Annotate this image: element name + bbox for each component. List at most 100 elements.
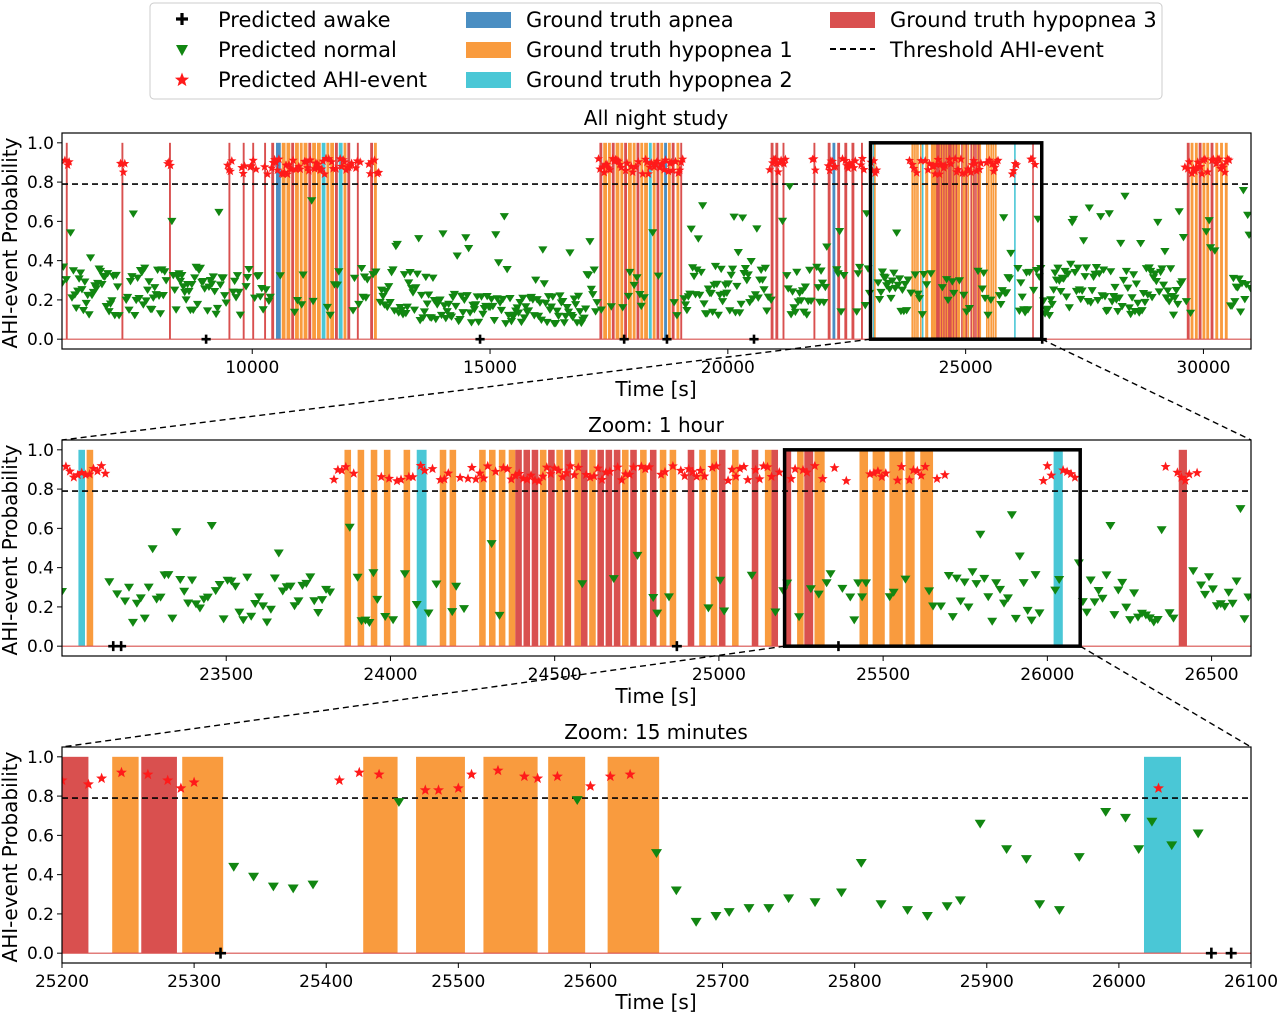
predicted-normal-point	[348, 307, 358, 315]
predicted-normal-point	[104, 308, 114, 316]
event-span-hyp3	[271, 142, 275, 340]
predicted-ahi-point	[909, 163, 919, 173]
predicted-normal-point	[533, 312, 544, 321]
predicted-normal-point	[293, 597, 304, 606]
predicted-normal-point	[735, 309, 745, 317]
predicted-normal-point	[230, 582, 241, 591]
predicted-normal-point	[796, 297, 806, 305]
zoom-connector-left	[61, 338, 871, 441]
hyp1-swatch	[466, 42, 511, 58]
predicted-normal-point	[478, 310, 488, 319]
predicted-normal-point	[1128, 271, 1139, 279]
predicted-ahi-point	[974, 164, 984, 174]
event-span-hyp3	[937, 142, 939, 340]
predicted-ahi-point	[750, 464, 761, 475]
predicted-normal-point	[349, 274, 360, 283]
event-span-hyp1	[1224, 142, 1228, 340]
predicted-normal-point	[943, 296, 953, 305]
predicted-normal-point	[357, 264, 367, 273]
predicted-normal-point	[790, 308, 800, 317]
predicted-normal-point	[1233, 284, 1243, 292]
predicted-normal-point	[104, 578, 115, 587]
y-tick-label: 0.0	[27, 944, 54, 964]
predicted-normal-point	[435, 296, 445, 304]
predicted-ahi-point	[727, 464, 737, 474]
predicted-normal-point	[928, 602, 939, 611]
predicted-normal-point	[1081, 608, 1092, 617]
event-span-hyp1	[913, 142, 915, 340]
predicted-ahi-point	[946, 159, 956, 168]
predicted-normal-point	[1164, 298, 1174, 306]
predicted-ahi-point	[565, 460, 576, 471]
event-span-hyp3	[611, 142, 615, 340]
event-span-hyp3	[978, 142, 980, 340]
predicted-ahi-point	[120, 158, 130, 168]
predicted-normal-point	[703, 285, 713, 293]
predicted-normal-point	[693, 235, 703, 243]
predicted-normal-point	[1240, 295, 1250, 304]
y-tick-label: 0.2	[27, 905, 54, 925]
predicted-normal-point	[368, 569, 379, 578]
event-span-hyp3	[771, 449, 779, 647]
predicted-ahi-point	[338, 155, 348, 164]
predicted-ahi-point	[699, 471, 710, 481]
predicted-normal-point	[261, 618, 272, 627]
predicted-normal-point	[1131, 280, 1141, 288]
predicted-normal-point	[1151, 277, 1161, 286]
predicted-ahi-point	[845, 158, 855, 168]
predicted-normal-point	[917, 311, 927, 319]
legend-item-threshold: Threshold AHI-event	[830, 38, 1104, 62]
predicted-normal-point	[238, 616, 249, 625]
predicted-ahi-point	[506, 474, 517, 484]
tick-labels: 25200 25300 25400 25500 25600 25700 25800 25900…	[27, 748, 1278, 992]
predicted-normal-point	[1100, 807, 1112, 817]
x-tick-label: 25700	[696, 972, 750, 992]
predicted-normal-point	[832, 266, 842, 274]
predicted-normal-point	[195, 264, 205, 273]
predicted-ahi-point	[118, 167, 128, 177]
predicted-normal-point	[729, 213, 739, 221]
predicted-normal-point	[1241, 281, 1251, 289]
event-span-hyp2	[872, 142, 875, 340]
predicted-normal-point	[127, 618, 138, 627]
predicted-normal-point	[494, 611, 505, 620]
predicted-ahi-point	[502, 463, 513, 474]
event-span-hyp3	[945, 142, 948, 340]
predicted-normal-point	[894, 275, 905, 283]
predicted-ahi-point	[595, 164, 605, 173]
predicted-normal-point	[1204, 217, 1214, 225]
predicted-normal-point	[568, 313, 578, 322]
predicted-normal-point	[883, 279, 893, 288]
event-span-hyp3	[347, 142, 351, 340]
predicted-normal-point	[743, 904, 755, 913]
predicted-ahi-point	[1184, 469, 1195, 479]
predicted-normal-point	[1200, 590, 1211, 599]
event-span-hyp1	[330, 142, 335, 340]
predicted-normal-point	[1219, 602, 1230, 611]
predicted-normal-point	[489, 317, 499, 325]
event-span-hyp1	[994, 142, 997, 340]
predicted-ahi-point	[850, 156, 860, 165]
predicted-normal-point	[1174, 208, 1184, 216]
predicted-ahi-point	[348, 468, 359, 478]
predicted-ahi-point	[645, 162, 655, 172]
predicted-normal-point	[910, 271, 920, 279]
predicted-normal-point	[853, 270, 863, 278]
predicted-normal-point	[218, 615, 229, 624]
predicted-normal-point	[305, 573, 316, 582]
predicted-normal-point	[354, 300, 364, 309]
legend-label-hyp1: Ground truth hypopnea 1	[526, 38, 793, 62]
predicted-ahi-point	[72, 469, 83, 480]
predicted-normal-point	[1185, 309, 1196, 318]
predicted-normal-point	[913, 290, 923, 298]
predicted-normal-point	[1056, 288, 1066, 296]
event-span-hyp3	[597, 449, 604, 647]
predicted-normal-point	[228, 862, 240, 872]
event-span-hyp1	[112, 756, 139, 954]
legend-item-hyp2: Ground truth hypopnea 2	[466, 68, 793, 92]
predicted-ahi-point	[84, 469, 95, 479]
predicted-ahi-point	[68, 472, 79, 482]
predicted-normal-point	[722, 289, 732, 298]
event-span-hyp3	[973, 142, 975, 340]
predicted-normal-point	[742, 277, 752, 285]
